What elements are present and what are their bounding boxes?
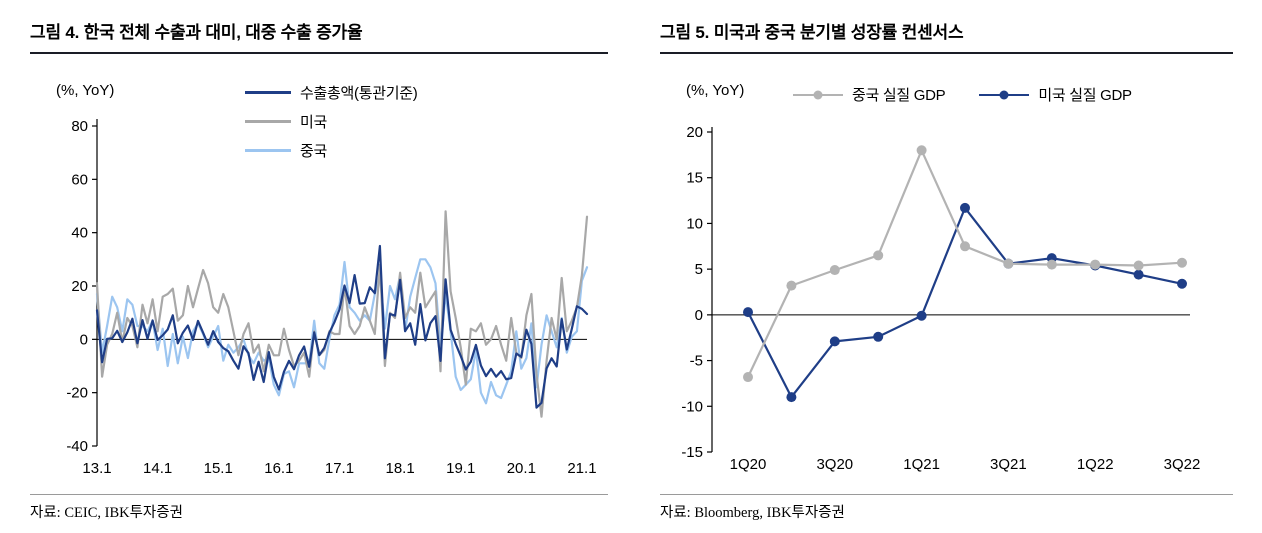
figure5-source-text: 자료: Bloomberg, IBK투자증권	[660, 505, 845, 521]
svg-text:20.1: 20.1	[507, 460, 536, 477]
figure5-title: 그림 5. 미국과 중국 분기별 성장률 컨센서스	[660, 18, 1233, 54]
figure4-source-text: 자료: CEIC, IBK투자증권	[30, 505, 183, 521]
svg-text:5: 5	[695, 261, 703, 278]
svg-text:60: 60	[71, 171, 88, 188]
svg-text:21.1: 21.1	[567, 460, 596, 477]
svg-text:13.1: 13.1	[82, 460, 111, 477]
svg-text:18.1: 18.1	[385, 460, 414, 477]
figure5-legend: 중국 실질 GDP 미국 실질 GDP	[793, 80, 1132, 109]
svg-text:-10: -10	[681, 398, 703, 415]
svg-text:14.1: 14.1	[143, 460, 172, 477]
svg-text:-20: -20	[66, 385, 88, 402]
svg-text:19.1: 19.1	[446, 460, 475, 477]
china-gdp-line-swatch	[793, 90, 843, 99]
figure5-source: 자료: Bloomberg, IBK투자증권	[660, 494, 1233, 522]
figure4-panel: 그림 4. 한국 전체 수출과 대미, 대중 수출 증가율 (%, YoY) 수…	[30, 18, 608, 522]
svg-text:10: 10	[686, 215, 703, 232]
figure5-unit-label: (%, YoY)	[686, 82, 745, 99]
legend-label: 수출총액(통관기준)	[300, 85, 418, 102]
legend-label: 중국	[300, 143, 328, 160]
svg-text:-15: -15	[681, 444, 703, 461]
legend-label: 중국 실질 GDP	[852, 87, 946, 104]
legend-item-total-exports: 수출총액(통관기준)	[245, 78, 418, 107]
svg-text:1Q22: 1Q22	[1077, 456, 1114, 473]
svg-text:80: 80	[71, 118, 88, 135]
svg-text:20: 20	[686, 124, 703, 141]
svg-text:16.1: 16.1	[264, 460, 293, 477]
legend-item-china: 중국	[245, 136, 417, 165]
us-gdp-marker-dot	[999, 90, 1009, 99]
legend-label: 미국	[300, 114, 328, 131]
figure4-chart-area: (%, YoY) 수출총액(통관기준) 미국 중국 80 60 40 20 0 -20 -4…	[30, 54, 608, 494]
svg-text:40: 40	[71, 225, 88, 242]
us-gdp-line-swatch	[979, 90, 1030, 99]
us-line-swatch	[245, 120, 291, 123]
svg-text:3Q20: 3Q20	[816, 456, 853, 473]
svg-text:1Q20: 1Q20	[730, 456, 767, 473]
svg-text:15: 15	[686, 170, 703, 187]
legend-label: 미국 실질 GDP	[1038, 87, 1132, 104]
svg-text:1Q21: 1Q21	[903, 456, 940, 473]
figure5-chart-area: (%, YoY) 중국 실질 GDP 미국 실질 GDP 20 15 10 5 0 -5 -…	[660, 54, 1233, 494]
figure5-panel: 그림 5. 미국과 중국 분기별 성장률 컨센서스 (%, YoY) 중국 실질…	[660, 18, 1233, 522]
figure5-line-chart: 20 15 10 5 0 -5 -10 -15 1Q20 3Q20 1Q21 3Q21 1Q22 3Q22	[681, 124, 1201, 473]
total-exports-line-swatch	[245, 91, 291, 94]
svg-text:15.1: 15.1	[204, 460, 233, 477]
svg-text:3Q21: 3Q21	[990, 456, 1027, 473]
svg-text:0: 0	[80, 331, 88, 348]
svg-text:-40: -40	[66, 438, 88, 455]
figure4-unit-label: (%, YoY)	[56, 82, 115, 99]
figure4-line-chart: 80 60 40 20 0 -20 -40 13.1 14.1 15.1 16.1 17.1 18.1 1…	[66, 118, 596, 477]
figure4-source: 자료: CEIC, IBK투자증권	[30, 494, 608, 522]
legend-item-us-gdp: 미국 실질 GDP	[979, 80, 1132, 109]
china-line-swatch	[245, 149, 291, 152]
svg-text:17.1: 17.1	[325, 460, 354, 477]
china-gdp-marker-dot	[813, 90, 823, 99]
figure4-title: 그림 4. 한국 전체 수출과 대미, 대중 수출 증가율	[30, 18, 608, 54]
figure4-legend: 수출총액(통관기준) 미국 중국	[245, 78, 418, 165]
legend-item-us: 미국	[245, 107, 417, 136]
legend-item-china-gdp: 중국 실질 GDP	[793, 80, 946, 109]
svg-text:-5: -5	[690, 353, 703, 370]
svg-text:0: 0	[695, 307, 703, 324]
svg-text:3Q22: 3Q22	[1164, 456, 1201, 473]
svg-text:20: 20	[71, 278, 88, 295]
